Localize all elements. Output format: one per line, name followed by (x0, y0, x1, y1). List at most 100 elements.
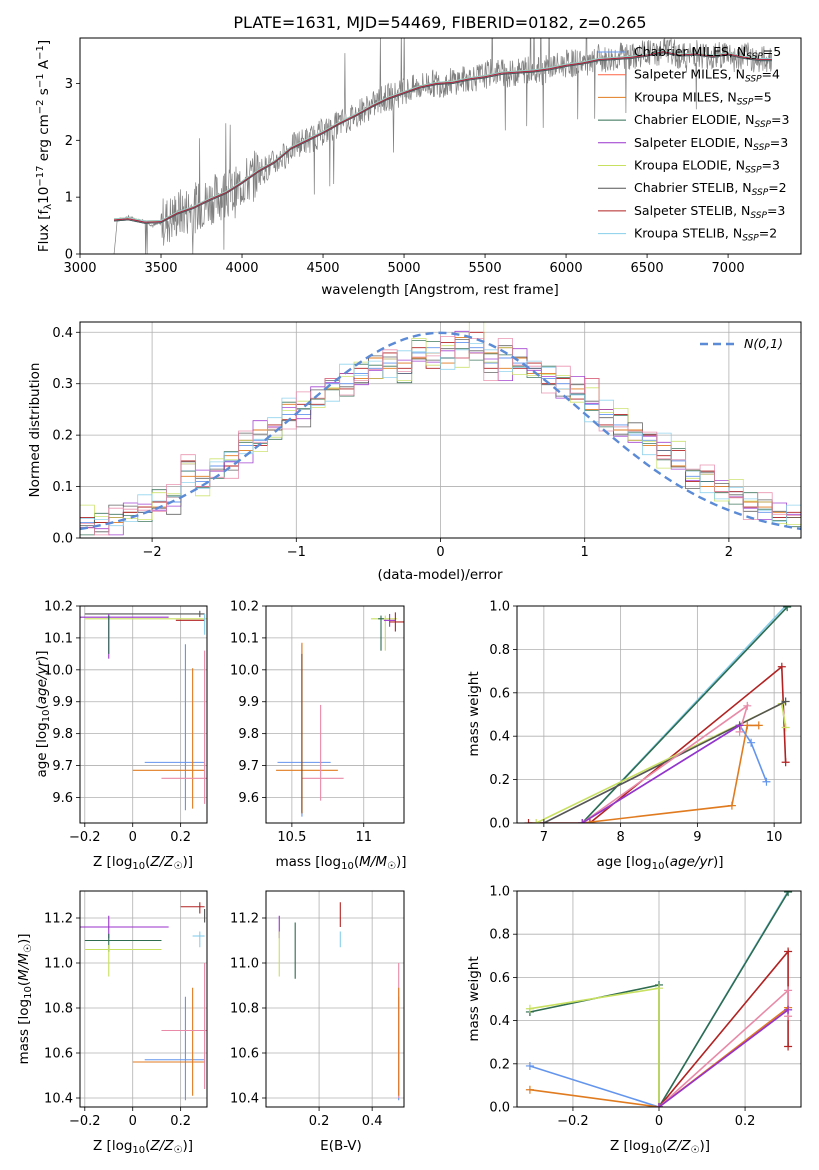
y-tick-label: 11.0 (44, 957, 73, 972)
x-tick-label: 0 (129, 830, 137, 845)
x-tick-label: 4500 (306, 261, 339, 276)
age-z-panel: −0.2 0 0.2 9.6 9.7 9.8 9.9 10.0 10.1 10.2 (44, 600, 208, 845)
y-tick-label: 0.0 (489, 1101, 510, 1116)
axes-frame (79, 890, 208, 1108)
x-tick-label: −0.2 (557, 1114, 589, 1129)
y-tick-label: 10.4 (44, 1092, 73, 1107)
y-tick-label: 11.2 (44, 912, 73, 927)
y-tick-label: 10.1 (44, 631, 73, 646)
x-tick-label: 0 (129, 1114, 137, 1129)
weight-point (784, 1005, 793, 1014)
x-tick-label: 10 (766, 830, 783, 845)
axes-frame (516, 605, 802, 824)
x-tick-label: 0.2 (309, 1114, 330, 1129)
y-tick-label: 0.2 (489, 1057, 510, 1072)
weight-point (784, 891, 793, 897)
weight-point (525, 1085, 534, 1094)
spectrum-panel: 3000 3500 4000 4500 5000 5500 6000 6500 7000 0 1 2 3… (63, 37, 802, 276)
spectrum-xlabel: wavelength [Angstrom, rest frame] (321, 282, 559, 298)
y-tick-label: 0.6 (489, 686, 510, 701)
weight-line (581, 703, 749, 823)
x-tick-label: 0.2 (170, 830, 191, 845)
weight-point (783, 606, 792, 612)
weight-z-xlabel: Z [log10(Z/Z☉)] (610, 1138, 710, 1156)
y-tick-label: 9.9 (52, 695, 73, 710)
legend-label: Salpeter ELODIE, NSSP=3 (634, 135, 788, 153)
x-tick-label: 0.2 (735, 1114, 756, 1129)
mass-z-xlabel: Z [log10(Z/Z☉)] (93, 1138, 193, 1156)
y-tick-label: 9.9 (238, 695, 259, 710)
y-tick-label: 10.1 (230, 631, 259, 646)
y-tick-label: 2 (65, 134, 73, 149)
y-tick-label: 10.0 (230, 663, 259, 678)
weight-point (762, 777, 771, 786)
weight-point (585, 819, 594, 823)
y-tick-label: 10.6 (230, 1047, 259, 1062)
y-tick-label: 9.8 (52, 727, 73, 742)
mass-ebv-panel: 0.2 0.4 10.4 10.6 10.8 11.0 11.2 (230, 890, 405, 1129)
weight-line (529, 987, 660, 1107)
y-tick-label: 9.7 (52, 759, 73, 774)
y-tick-label: 0.0 (52, 532, 73, 547)
axes-frame (516, 890, 802, 1108)
y-tick-label: 11.0 (230, 957, 259, 972)
x-tick-label: −0.2 (69, 830, 101, 845)
y-tick-label: 10.0 (44, 663, 73, 678)
y-tick-label: 10.2 (230, 600, 259, 615)
y-tick-label: 9.6 (52, 791, 73, 806)
x-tick-label: 0.4 (362, 1114, 383, 1129)
x-tick-label: −2 (143, 545, 162, 560)
weight-point (524, 819, 533, 823)
model-spectrum (113, 51, 772, 223)
y-tick-label: 9.8 (238, 727, 259, 742)
weight-point (784, 947, 793, 956)
x-tick-label: 0 (655, 1114, 663, 1129)
x-tick-label: 7000 (712, 261, 745, 276)
weight-line (581, 724, 741, 823)
x-tick-label: 11 (355, 830, 372, 845)
y-tick-label: 0.4 (52, 326, 73, 341)
weight-point (735, 721, 744, 730)
histogram-xlabel: (data-model)/error (377, 567, 503, 583)
legend-label: Chabrier ELODIE, NSSP=3 (634, 112, 789, 130)
y-tick-label: 0.4 (489, 730, 510, 745)
weight-point (532, 819, 541, 823)
y-tick-label: 0.8 (489, 643, 510, 658)
weight-point (781, 723, 790, 732)
y-tick-label: 0.4 (489, 1014, 510, 1029)
figure-title: PLATE=1631, MJD=54469, FIBERID=0182, z=0… (233, 13, 646, 32)
x-tick-label: 7 (540, 830, 548, 845)
x-tick-label: 5500 (469, 261, 502, 276)
plot-area (113, 38, 773, 254)
y-tick-label: 0.0 (489, 817, 510, 832)
axes-frame (79, 605, 208, 824)
legend-label: Kroupa ELODIE, NSSP=3 (634, 158, 780, 176)
weight-point (754, 721, 763, 730)
weight-point (784, 986, 793, 995)
y-tick-label: 0.2 (489, 773, 510, 788)
legend-label: N(0,1) (744, 336, 783, 351)
y-tick-label: 9.7 (238, 759, 259, 774)
weight-point (539, 819, 548, 823)
axes-frame (79, 321, 802, 539)
weight-line (528, 665, 787, 823)
y-tick-label: 0 (65, 248, 73, 263)
plot-area (80, 322, 801, 538)
legend-label: Salpeter STELIB, NSSP=3 (634, 203, 785, 221)
axes-frame (79, 37, 802, 255)
age-mass-xlabel: mass [log10(M/M☉)] (275, 854, 406, 872)
legend-label: Chabrier STELIB, NSSP=2 (634, 180, 787, 198)
weight-point (743, 701, 752, 710)
x-tick-label: 0 (436, 545, 444, 560)
age-z-xlabel: Z [log10(Z/Z☉)] (93, 854, 193, 872)
weight-line (582, 724, 759, 823)
weight-point (777, 662, 786, 671)
weight-z-panel: −0.2 0 0.2 0.0 0.2 0.4 0.6 0.8 1.0 (489, 885, 802, 1129)
x-tick-label: 10.5 (277, 830, 306, 845)
spectrum-ylabel: Flux [fλ10−17 erg cm−2 s−1 A−1] (35, 40, 54, 252)
y-tick-label: 10.4 (230, 1092, 259, 1107)
legend-label: Chabrier MILES, NSSP=5 (634, 44, 781, 62)
x-tick-label: 3000 (63, 261, 96, 276)
x-tick-label: 9 (693, 830, 701, 845)
